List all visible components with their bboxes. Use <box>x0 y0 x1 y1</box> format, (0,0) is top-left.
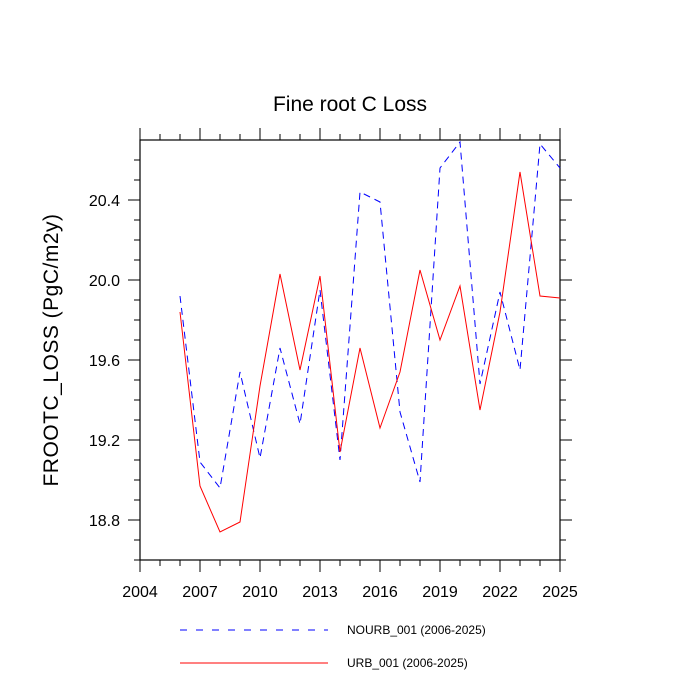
legend: NOURB_001 (2006-2025) URB_001 (2006-2025) <box>180 623 486 670</box>
legend-label-2: URB_001 (2006-2025) <box>347 656 468 670</box>
chart-title: Fine root C Loss <box>273 93 427 116</box>
plot-frame <box>139 139 561 561</box>
x-tick-label: 2013 <box>302 584 338 601</box>
x-tick-label: 2022 <box>482 584 518 601</box>
x-tick-label: 2007 <box>182 584 218 601</box>
x-tick-label: 2016 <box>362 584 398 601</box>
x-axis: 2004 2007 2010 2013 2016 2019 2022 2025 <box>122 128 578 601</box>
y-tick-label: 20.0 <box>89 273 120 290</box>
series-line-2 <box>179 171 561 533</box>
x-tick-label: 2019 <box>422 584 458 601</box>
y-tick-label: 19.6 <box>89 353 120 370</box>
y-tick-label: 18.8 <box>89 513 120 530</box>
series-layer <box>179 140 561 533</box>
y-axis: 18.8 19.2 19.6 20.0 20.4 <box>89 159 572 561</box>
y-tick-label: 20.4 <box>89 193 120 210</box>
x-tick-label: 2004 <box>122 584 158 601</box>
y-tick-label: 19.2 <box>89 433 120 450</box>
y-axis-label: FROOTC_LOSS (PgC/m2y) <box>40 213 63 486</box>
legend-label-1: NOURB_001 (2006-2025) <box>347 623 486 637</box>
x-tick-label: 2025 <box>542 584 578 601</box>
series-line-1 <box>179 140 561 490</box>
x-tick-label: 2010 <box>242 584 278 601</box>
